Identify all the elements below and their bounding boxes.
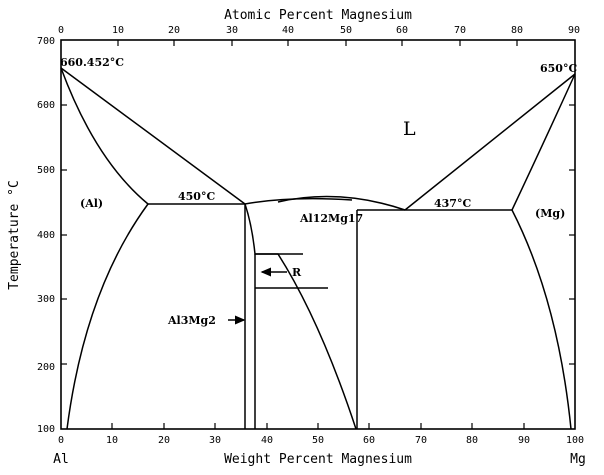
y-tick-label: 500	[37, 165, 55, 176]
bottom-axis-ticks: 0 10 20 30 40 50 60 70 80 90 100	[58, 435, 584, 446]
bottom-tick-label: 30	[209, 435, 221, 446]
bottom-tick-label: 80	[466, 435, 478, 446]
solvus-al	[66, 203, 149, 430]
bottom-tick-label: 60	[363, 435, 375, 446]
y-axis-title: Temperature °C	[7, 180, 22, 290]
mg-melting-point-label: 650°C	[540, 62, 577, 75]
bottom-axis-title: Weight Percent Magnesium	[224, 452, 412, 467]
y-tick-label: 100	[37, 424, 55, 435]
top-tick-label: 30	[226, 25, 238, 36]
bottom-tick-label: 100	[566, 435, 584, 446]
y-tick-label: 700	[37, 36, 55, 47]
liquidus-dome	[277, 195, 406, 211]
top-tick-label: 10	[112, 25, 124, 36]
al-end-label: Al	[53, 452, 69, 467]
top-tick-label: 70	[454, 25, 466, 36]
eutectic-450-label: 450°C	[178, 190, 215, 203]
liquidus-al-side	[60, 67, 246, 205]
liquidus-to-al12mg17	[244, 197, 353, 205]
mg-end-label: Mg	[570, 452, 586, 467]
top-axis-title: Atomic Percent Magnesium	[224, 8, 412, 23]
bottom-tick-label: 0	[58, 435, 64, 446]
top-tick-label: 80	[511, 25, 523, 36]
liquidus-mg-side	[404, 73, 576, 211]
y-tick-label: 600	[37, 100, 55, 111]
bottom-tick-label: 50	[312, 435, 324, 446]
solidus-mg	[511, 73, 576, 211]
top-tick-label: 60	[396, 25, 408, 36]
solvus-mg	[511, 209, 572, 430]
bottom-tick-label: 20	[158, 435, 170, 446]
eutectic-437-label: 437°C	[434, 197, 471, 210]
top-axis-ticks: 0 10 20 30 40 50 60 70 80 90	[58, 25, 580, 36]
top-tick-label: 90	[568, 25, 580, 36]
bottom-tick-label: 10	[106, 435, 118, 446]
tick-marks	[61, 40, 575, 429]
al-melting-point-label: 660.452°C	[60, 56, 124, 69]
bottom-tick-label: 40	[261, 435, 273, 446]
r-phase-label: R	[292, 266, 302, 279]
bottom-tick-label: 70	[415, 435, 427, 446]
phase-boundaries	[60, 67, 576, 430]
al-phase-label: (Al)	[80, 197, 103, 210]
y-axis-ticks: 100 200 300 400 500 600 700	[37, 36, 55, 435]
al12mg17-left-boundary	[244, 203, 357, 430]
mg-phase-label: (Mg)	[535, 207, 565, 220]
y-tick-label: 400	[37, 230, 55, 241]
y-tick-label: 200	[37, 362, 55, 373]
top-tick-label: 40	[282, 25, 294, 36]
solidus-al	[60, 67, 149, 205]
plot-frame	[60, 39, 576, 430]
bottom-tick-label: 90	[518, 435, 530, 446]
y-tick-label: 300	[37, 294, 55, 305]
top-tick-label: 0	[58, 25, 64, 36]
top-tick-label: 50	[340, 25, 352, 36]
al12mg17-label: Al12Mg17	[299, 212, 363, 225]
al3mg2-label: Al3Mg2	[167, 314, 216, 327]
top-tick-label: 20	[168, 25, 180, 36]
liquid-region-label: L	[403, 118, 416, 140]
